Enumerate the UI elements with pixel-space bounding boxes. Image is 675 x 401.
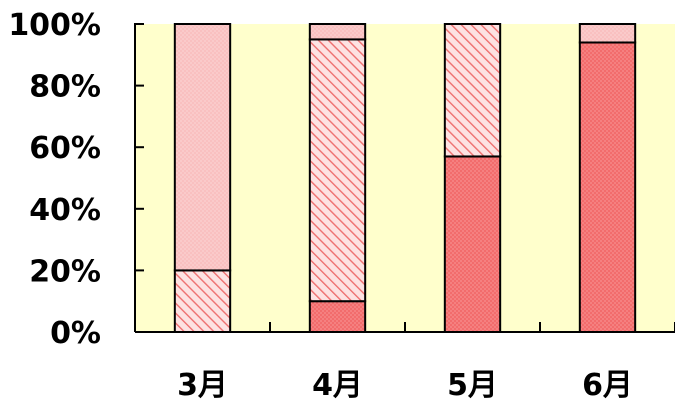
bar-segment bbox=[308, 23, 367, 41]
y-tick-marks bbox=[135, 23, 144, 333]
y-tick-label: 0% bbox=[50, 316, 101, 351]
y-tick-label: 100% bbox=[8, 8, 101, 43]
y-tick-label: 60% bbox=[29, 131, 101, 166]
bar-segment bbox=[443, 23, 502, 158]
bar-segment bbox=[443, 155, 502, 333]
x-tick-label: 3月 bbox=[177, 368, 228, 401]
x-tick-labels: 3月 4月 5月 6月 bbox=[177, 368, 633, 401]
x-tick-label: 6月 bbox=[582, 368, 633, 401]
y-tick-label: 80% bbox=[29, 70, 101, 105]
x-tick-label: 5月 bbox=[447, 368, 498, 401]
y-tick-labels: 0% 20% 40% 60% 80% 100% bbox=[8, 8, 101, 351]
bar-segment bbox=[308, 300, 367, 334]
x-tick-label: 4月 bbox=[312, 368, 363, 401]
bar-segment bbox=[578, 23, 637, 44]
bar-segment bbox=[173, 269, 232, 333]
y-tick-label: 20% bbox=[29, 254, 101, 289]
bar-segment bbox=[308, 38, 367, 303]
bars-layer bbox=[173, 23, 637, 334]
y-tick-label: 40% bbox=[29, 193, 101, 228]
bar-segment bbox=[173, 23, 232, 272]
bar-segment bbox=[578, 41, 637, 333]
